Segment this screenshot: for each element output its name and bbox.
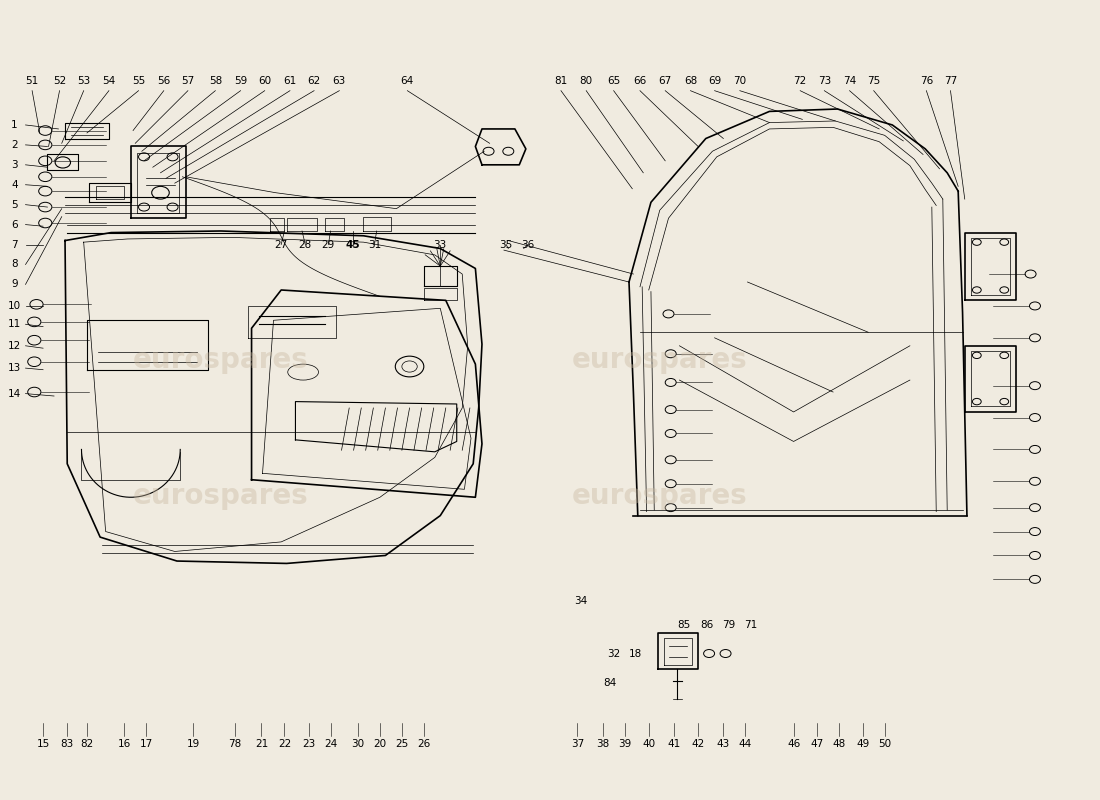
Text: 7: 7 (11, 239, 18, 250)
Text: 2: 2 (11, 140, 18, 150)
Text: 46: 46 (786, 739, 800, 750)
Text: 39: 39 (618, 739, 631, 750)
Text: 40: 40 (642, 739, 656, 750)
Text: 71: 71 (745, 620, 758, 630)
Text: 5: 5 (11, 200, 18, 210)
Text: 13: 13 (8, 363, 21, 373)
Text: 6: 6 (11, 220, 18, 230)
Text: 12: 12 (8, 341, 21, 350)
Text: eurospares: eurospares (133, 482, 309, 510)
Text: 19: 19 (187, 739, 200, 750)
Text: 58: 58 (209, 76, 222, 86)
Text: 55: 55 (132, 76, 145, 86)
Text: 85: 85 (678, 620, 691, 630)
Text: 43: 43 (717, 739, 730, 750)
Text: 17: 17 (140, 739, 153, 750)
Text: 60: 60 (258, 76, 272, 86)
Text: 3: 3 (11, 160, 18, 170)
Text: 68: 68 (684, 76, 697, 86)
Text: 35: 35 (499, 239, 513, 250)
Text: 57: 57 (182, 76, 195, 86)
Text: 9: 9 (11, 279, 18, 290)
Text: 72: 72 (793, 76, 806, 86)
Text: 79: 79 (723, 620, 736, 630)
Text: 48: 48 (832, 739, 845, 750)
Text: 65: 65 (607, 76, 620, 86)
Text: 33: 33 (433, 239, 447, 250)
Text: eurospares: eurospares (572, 482, 748, 510)
Text: 47: 47 (810, 739, 823, 750)
Text: 23: 23 (302, 739, 316, 750)
Text: 1: 1 (11, 120, 18, 130)
Text: 54: 54 (102, 76, 116, 86)
Text: 34: 34 (574, 596, 587, 606)
Text: 56: 56 (157, 76, 170, 86)
Text: 73: 73 (817, 76, 830, 86)
Text: 29: 29 (321, 239, 336, 250)
Text: 22: 22 (278, 739, 292, 750)
Text: 21: 21 (255, 739, 268, 750)
Text: 16: 16 (118, 739, 131, 750)
Text: 67: 67 (659, 76, 672, 86)
Text: 52: 52 (53, 76, 66, 86)
Text: 38: 38 (596, 739, 609, 750)
Text: 75: 75 (867, 76, 880, 86)
Text: 18: 18 (629, 649, 642, 658)
Text: 30: 30 (351, 739, 364, 750)
Text: 83: 83 (60, 739, 74, 750)
Text: 36: 36 (521, 239, 535, 250)
Text: 25: 25 (395, 739, 408, 750)
Text: 32: 32 (607, 649, 620, 658)
Text: 70: 70 (734, 76, 747, 86)
Text: 62: 62 (308, 76, 321, 86)
Text: 44: 44 (739, 739, 752, 750)
Text: 51: 51 (25, 76, 39, 86)
Text: 81: 81 (554, 76, 568, 86)
Text: 78: 78 (229, 739, 242, 750)
Text: 49: 49 (856, 739, 869, 750)
Text: 37: 37 (571, 739, 584, 750)
Text: 80: 80 (580, 76, 593, 86)
Text: 15: 15 (36, 739, 50, 750)
Text: eurospares: eurospares (133, 346, 309, 374)
Text: 59: 59 (234, 76, 248, 86)
Text: 26: 26 (417, 739, 430, 750)
Text: 53: 53 (77, 76, 90, 86)
Text: 10: 10 (8, 301, 21, 311)
Text: 27: 27 (275, 239, 288, 250)
Text: 82: 82 (80, 739, 94, 750)
Text: 69: 69 (708, 76, 722, 86)
Text: 61: 61 (284, 76, 297, 86)
Text: 64: 64 (400, 76, 414, 86)
Text: 14: 14 (8, 389, 21, 398)
Text: 50: 50 (878, 739, 891, 750)
Text: 74: 74 (843, 76, 856, 86)
Text: 11: 11 (8, 319, 21, 330)
Text: 4: 4 (11, 180, 18, 190)
Text: 24: 24 (323, 739, 338, 750)
Text: 42: 42 (692, 739, 705, 750)
Text: 8: 8 (11, 259, 18, 270)
Text: 77: 77 (944, 76, 957, 86)
Text: 84: 84 (604, 678, 617, 688)
Text: 41: 41 (668, 739, 681, 750)
Text: 76: 76 (920, 76, 933, 86)
Text: 63: 63 (332, 76, 346, 86)
Text: 31: 31 (367, 239, 381, 250)
Text: 45: 45 (345, 239, 360, 250)
Text: 20: 20 (373, 739, 386, 750)
Text: 28: 28 (299, 239, 312, 250)
Text: 86: 86 (701, 620, 714, 630)
Text: 66: 66 (634, 76, 647, 86)
Text: eurospares: eurospares (572, 346, 748, 374)
